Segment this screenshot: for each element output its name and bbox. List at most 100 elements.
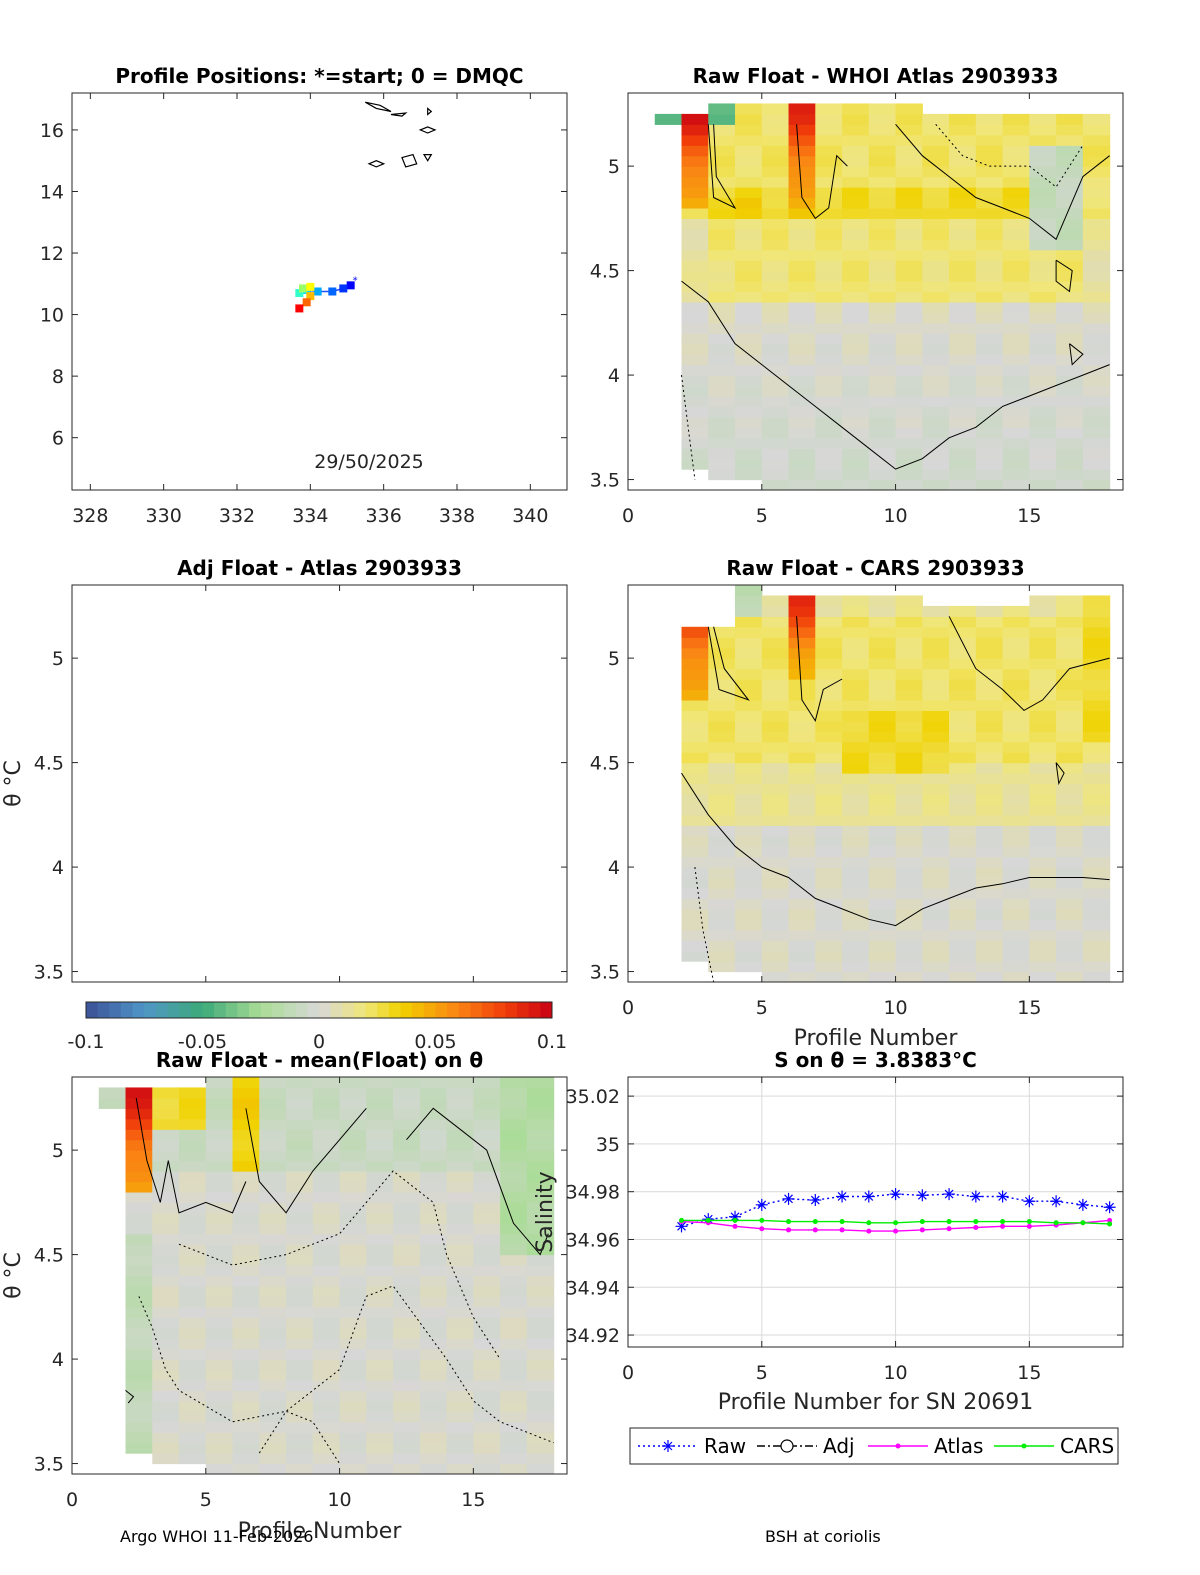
mean-cell <box>152 1432 180 1444</box>
whoi-cell <box>708 155 736 167</box>
salinity-ytick-label: 34.94 <box>566 1277 620 1299</box>
whoi-cell <box>735 333 763 345</box>
whoi-cell <box>895 322 923 334</box>
cars-cell <box>922 940 950 952</box>
cars-cell <box>815 658 843 670</box>
mean-cell <box>312 1421 341 1433</box>
mean-cell <box>500 1411 528 1423</box>
mean-cell <box>259 1327 287 1339</box>
cars-cell <box>1002 762 1030 774</box>
whoi-cell <box>761 469 790 481</box>
cars-cell <box>922 908 950 920</box>
cars-cell <box>761 940 790 952</box>
cars-cell <box>735 668 763 680</box>
cars-cell <box>761 929 790 941</box>
cars-cell <box>761 793 790 805</box>
whoi-cell <box>1082 134 1111 146</box>
mean-cell <box>366 1390 394 1402</box>
whoi-cell <box>1002 281 1030 293</box>
mean-cell <box>526 1275 555 1287</box>
mean-cell <box>366 1097 394 1109</box>
mean-contour-line <box>125 1390 135 1404</box>
mean-cell <box>419 1411 448 1423</box>
raw-point <box>782 1192 795 1205</box>
mean-cell <box>339 1233 367 1245</box>
mean-cell <box>473 1275 501 1287</box>
mean-cell <box>125 1181 153 1193</box>
mean-cell <box>500 1129 528 1141</box>
mean-cell <box>286 1348 314 1360</box>
mean-cell <box>232 1150 260 1162</box>
whoi-cell <box>788 364 816 376</box>
mean-cell <box>286 1463 314 1474</box>
mean-cell <box>393 1223 421 1235</box>
cars-cell <box>842 877 870 889</box>
whoi-cell <box>815 113 843 125</box>
cars-cell <box>975 908 1004 920</box>
whoi-cell <box>761 364 790 376</box>
cars-cell <box>815 679 843 691</box>
mean-cell <box>446 1379 474 1392</box>
mean-cell <box>526 1379 555 1392</box>
cars-cell <box>922 752 950 764</box>
mean-cell <box>286 1359 314 1371</box>
whoi-cell <box>975 187 1004 199</box>
cars-cell <box>949 710 977 722</box>
whoi-cell <box>922 427 950 439</box>
positions-title: Profile Positions: *=start; 0 = DMQC <box>115 64 523 88</box>
whoi-cell <box>1082 239 1111 251</box>
whoi-cell <box>708 145 736 157</box>
whoi-cell <box>949 479 977 490</box>
mean-cell <box>152 1338 180 1350</box>
mean-cell <box>205 1181 234 1193</box>
cars-cell <box>868 679 897 691</box>
cars-cell <box>842 605 870 617</box>
mean-cell <box>232 1348 260 1360</box>
cars-cell <box>708 762 736 774</box>
mean-cell <box>339 1338 367 1350</box>
cars-cell <box>922 699 950 711</box>
mean-cell <box>232 1432 260 1444</box>
whoi-cell <box>815 375 843 387</box>
mean-cell <box>152 1317 180 1329</box>
whoi-cell <box>868 218 897 230</box>
mean-cell <box>526 1421 555 1433</box>
cars-point <box>946 1219 952 1225</box>
cars-cell <box>788 940 816 952</box>
atlas-point <box>812 1227 818 1233</box>
whoi-cell <box>842 218 870 230</box>
cars-cell <box>681 940 709 952</box>
cars-cell <box>735 762 763 774</box>
cars-cell <box>975 814 1004 826</box>
mean-cell <box>366 1306 394 1318</box>
whoi-cell <box>1082 260 1111 272</box>
whoi-cell <box>788 458 816 470</box>
cars-point <box>1080 1220 1086 1226</box>
cars-cell <box>1029 720 1057 732</box>
mean-cell <box>526 1171 555 1183</box>
cars-cell <box>708 898 736 910</box>
mean-cell <box>419 1150 448 1162</box>
whoi-cell <box>1082 354 1111 366</box>
whoi-cell <box>949 385 977 397</box>
cars-cell <box>735 595 763 607</box>
whoi-cell <box>1056 155 1084 167</box>
whoi-cell <box>788 145 816 157</box>
cars-cell <box>975 616 1004 628</box>
atlas-point <box>893 1228 899 1234</box>
mean-cell <box>526 1077 555 1089</box>
mean-ytick-label: 4 <box>52 1349 64 1371</box>
cars-cell <box>895 929 923 941</box>
mean-cell <box>125 1275 153 1287</box>
mean-cell <box>500 1087 528 1099</box>
whoi-cell <box>922 281 950 293</box>
cars-cell <box>681 731 709 743</box>
mean-cell <box>526 1359 555 1371</box>
whoi-cell <box>681 187 709 199</box>
mean-cell <box>152 1327 180 1339</box>
mean-cell <box>259 1348 287 1360</box>
cars-cell <box>788 783 816 795</box>
salinity-xtick-label: 0 <box>622 1362 634 1384</box>
whoi-cell <box>922 437 950 449</box>
mean-cell <box>312 1400 341 1412</box>
